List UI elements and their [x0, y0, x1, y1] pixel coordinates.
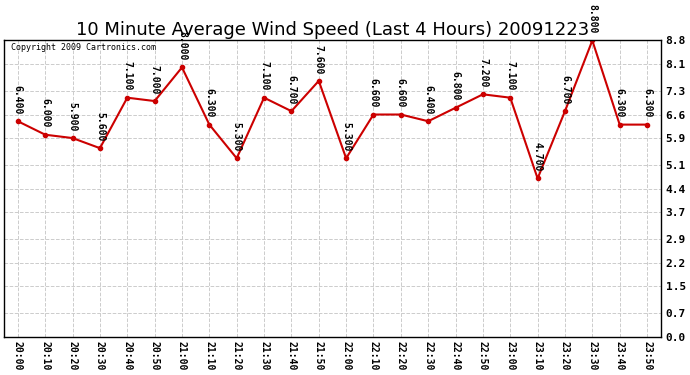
Text: 5.300: 5.300	[232, 122, 241, 152]
Text: Copyright 2009 Cartronics.com: Copyright 2009 Cartronics.com	[11, 44, 156, 52]
Text: 5.600: 5.600	[95, 112, 105, 141]
Text: 6.000: 6.000	[40, 98, 50, 128]
Text: 5.300: 5.300	[341, 122, 351, 152]
Text: 4.700: 4.700	[533, 142, 542, 171]
Text: 7.100: 7.100	[259, 62, 269, 91]
Text: 6.300: 6.300	[204, 88, 215, 118]
Text: 8.000: 8.000	[177, 31, 187, 60]
Text: 6.700: 6.700	[560, 75, 570, 104]
Text: 6.400: 6.400	[13, 85, 23, 114]
Text: 7.100: 7.100	[122, 62, 132, 91]
Text: 7.200: 7.200	[478, 58, 488, 87]
Text: 6.600: 6.600	[396, 78, 406, 108]
Text: 7.100: 7.100	[505, 62, 515, 91]
Title: 10 Minute Average Wind Speed (Last 4 Hours) 20091223: 10 Minute Average Wind Speed (Last 4 Hou…	[76, 21, 589, 39]
Text: 8.800: 8.800	[587, 4, 598, 33]
Text: 7.000: 7.000	[150, 65, 159, 94]
Text: 6.300: 6.300	[615, 88, 624, 118]
Text: 6.700: 6.700	[286, 75, 297, 104]
Text: 6.800: 6.800	[451, 72, 460, 101]
Text: 6.600: 6.600	[368, 78, 379, 108]
Text: 7.600: 7.600	[314, 45, 324, 74]
Text: 5.900: 5.900	[68, 102, 77, 131]
Text: 6.400: 6.400	[423, 85, 433, 114]
Text: 6.300: 6.300	[642, 88, 652, 118]
